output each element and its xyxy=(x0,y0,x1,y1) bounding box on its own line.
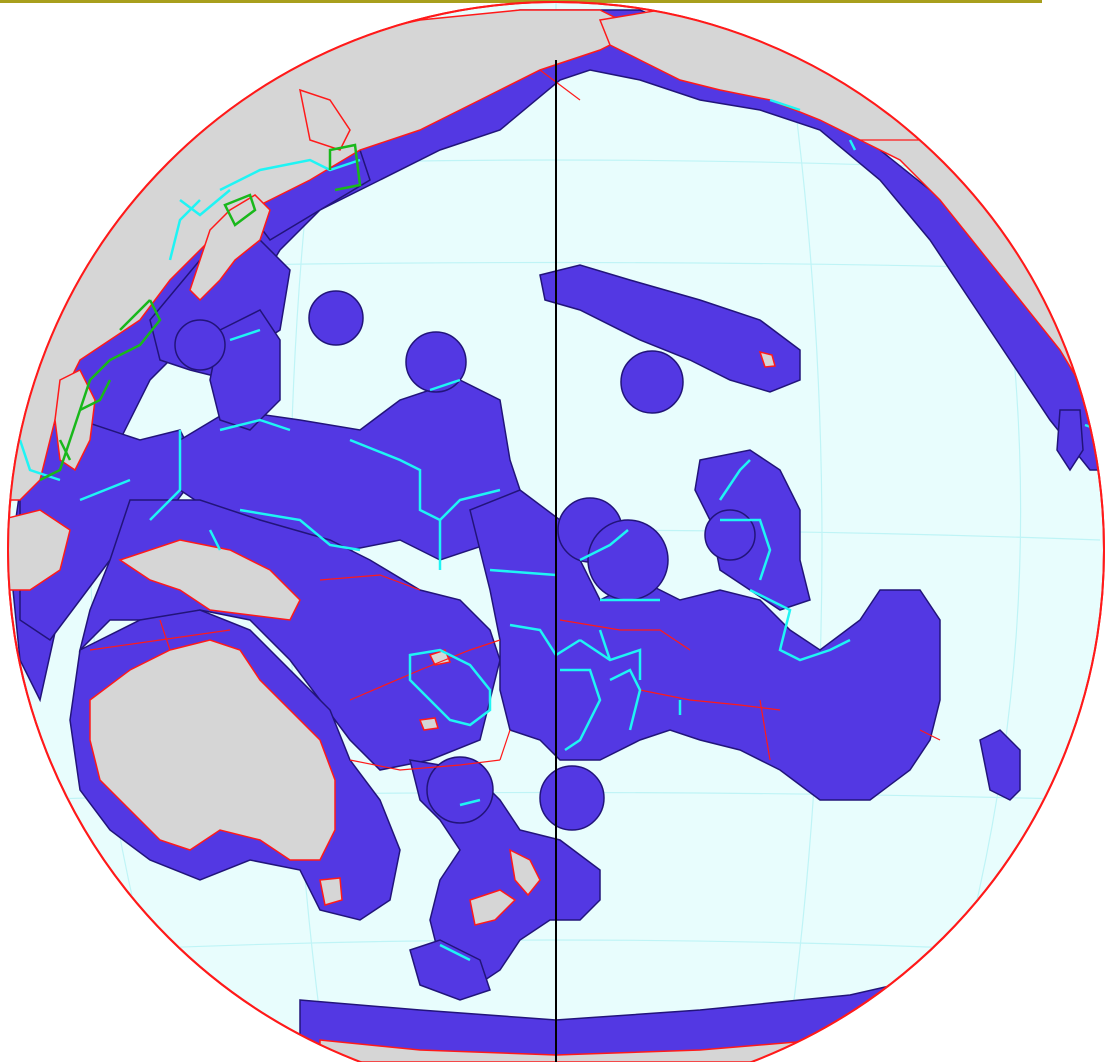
eez-circle-a xyxy=(587,519,669,601)
land-kamchatka xyxy=(299,88,351,151)
eez-boundaries-cyan xyxy=(18,98,1101,962)
eez-pitcairn xyxy=(979,729,1021,801)
eez-hawaii xyxy=(539,264,801,393)
eez-boundaries-green xyxy=(39,143,362,482)
globe-rim xyxy=(7,1,1105,1062)
eez-boundaries-red xyxy=(89,69,980,771)
eez-small-circle-2 xyxy=(405,331,467,393)
eez-circle-b xyxy=(704,509,756,561)
eez-kermadec xyxy=(539,765,605,831)
land-tasmania xyxy=(319,877,343,906)
eez-johnston xyxy=(620,350,684,414)
eez-circle-c xyxy=(426,756,494,824)
eez-far-east-1 xyxy=(1056,409,1084,472)
land-japan xyxy=(189,194,271,302)
eez-palau-guam xyxy=(209,309,281,431)
land-nz-south xyxy=(469,889,517,926)
land-new-guinea xyxy=(118,539,301,621)
land-borneo xyxy=(8,509,71,591)
eez-small-circle-1 xyxy=(308,290,364,346)
land-australia xyxy=(89,639,336,861)
eez-small-circle-3 xyxy=(174,319,226,371)
land-vanuatu xyxy=(418,717,439,731)
land-antarctica xyxy=(319,1039,853,1062)
land-nz-north xyxy=(509,848,541,897)
land-hawaii xyxy=(758,350,776,368)
top-rule xyxy=(0,0,1042,3)
eez-nz-south xyxy=(409,939,491,1001)
